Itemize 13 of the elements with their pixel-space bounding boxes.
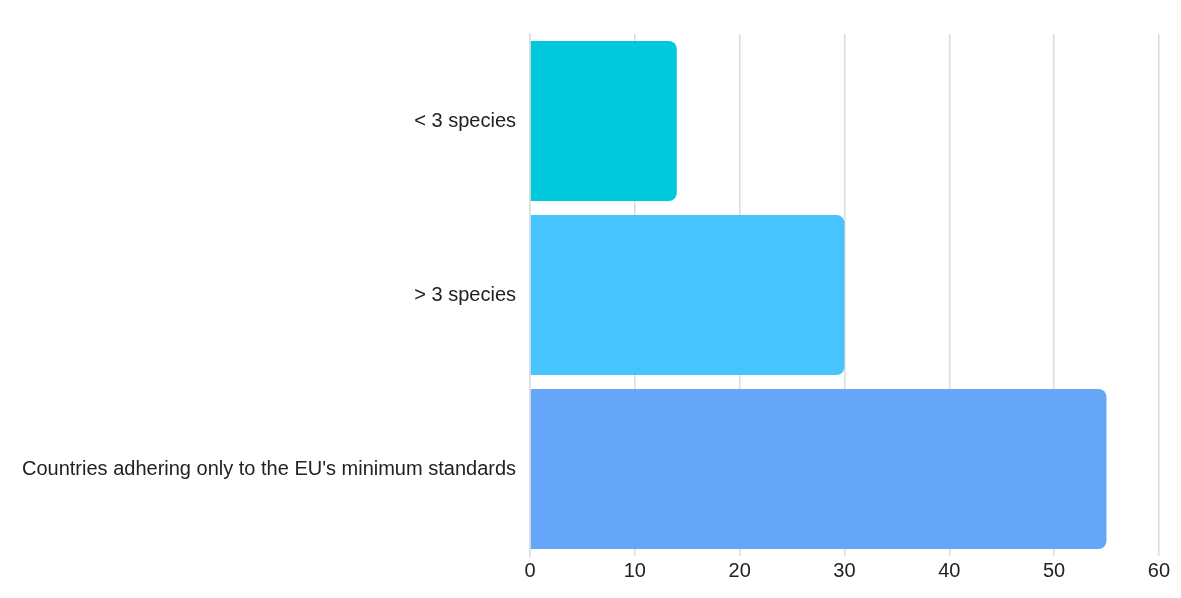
y-tick-label: > 3 species [414, 282, 517, 305]
x-tick-label: 50 [1042, 558, 1066, 581]
x-tick-label: 40 [938, 558, 961, 581]
y-tick-label: Countries adhering only to the EU's minimum standards [21, 456, 517, 479]
bar [530, 40, 677, 202]
x-tick-label: 10 [623, 558, 646, 581]
x-tick-label: 20 [728, 558, 751, 581]
x-tick-label: 0 [524, 558, 536, 581]
bar [530, 214, 845, 376]
y-tick-label: < 3 species [414, 108, 517, 131]
x-tick-label: 60 [1147, 558, 1170, 581]
bar [530, 388, 1107, 550]
x-tick-label: 30 [833, 558, 856, 581]
